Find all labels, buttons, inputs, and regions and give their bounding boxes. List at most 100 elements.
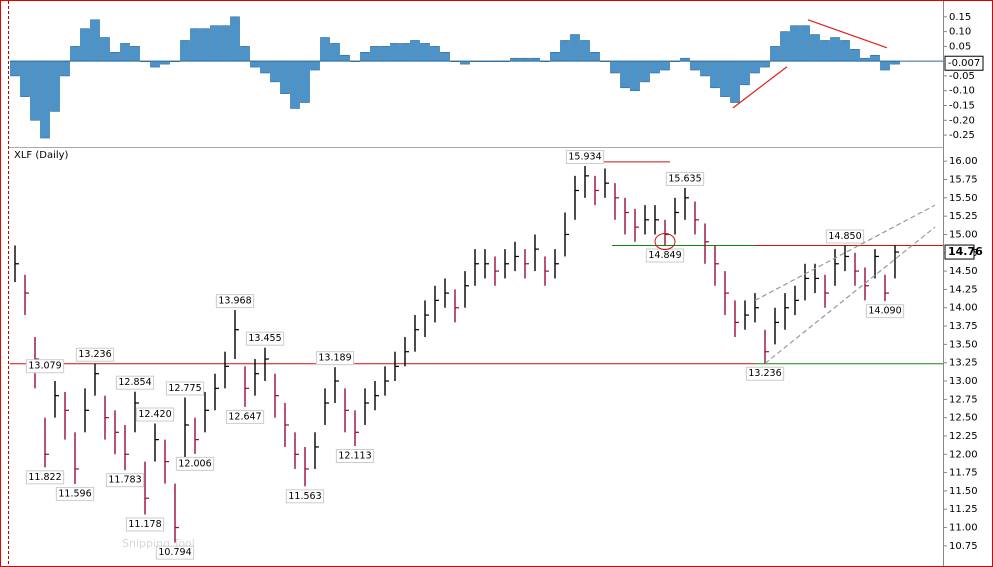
histogram-bar	[10, 60, 20, 77]
y-tick-label: 13.00	[949, 376, 978, 387]
histogram-bar	[560, 40, 570, 62]
price-annotation: 14.849	[648, 250, 681, 261]
trend-line	[754, 204, 936, 301]
y-tick-label: 16.00	[949, 156, 978, 167]
price-annotation: 12.647	[228, 411, 261, 422]
histogram-bar	[870, 54, 880, 62]
annotation-box	[25, 470, 65, 485]
histogram-bar	[690, 60, 700, 71]
annotation-box	[225, 409, 265, 424]
y-tick-label: 13.75	[949, 321, 978, 332]
y-tick-label: 12.00	[949, 449, 978, 460]
price-annotation: 12.420	[138, 409, 171, 420]
histogram-bar	[580, 40, 590, 62]
y-tick-label: 14.00	[949, 303, 978, 314]
histogram-bar	[380, 46, 390, 62]
histogram-bar	[640, 60, 650, 83]
histogram-bar	[100, 37, 110, 62]
annotation-box	[335, 449, 375, 464]
histogram-bar	[820, 40, 830, 62]
histogram-bar	[230, 16, 240, 62]
histogram-bar	[660, 60, 670, 71]
trend-line	[807, 19, 888, 49]
chart-title: XLF (Daily)	[14, 150, 69, 161]
annotation-box	[565, 150, 605, 165]
histogram-bar	[780, 31, 790, 62]
price-annotation: 11.822	[28, 472, 61, 483]
histogram-bar	[770, 46, 780, 62]
price-annotation: 14.090	[868, 306, 901, 317]
histogram-bar	[610, 60, 620, 74]
price-annotation: 12.113	[338, 451, 371, 462]
y-tick-label: 15.50	[949, 193, 978, 204]
y-tick-label: 10.75	[949, 541, 978, 552]
histogram-bar	[30, 60, 40, 121]
histogram-bar	[620, 60, 630, 89]
price-annotation: 11.178	[128, 519, 161, 530]
last-value-box	[944, 244, 975, 260]
histogram-bar	[340, 54, 350, 62]
price-annotation: 11.563	[288, 491, 321, 502]
annotation-box	[165, 381, 205, 396]
histogram-bar	[700, 60, 710, 77]
price-annotation: 10.794	[158, 547, 191, 558]
price-annotation: 11.783	[108, 475, 141, 486]
histogram-bar	[750, 60, 760, 74]
histogram-bar	[150, 60, 160, 68]
trend-line	[732, 66, 788, 109]
y-tick-label: 14.50	[949, 266, 978, 277]
annotation-box	[135, 407, 175, 422]
y-tick-label: 15.25	[949, 211, 978, 222]
price-annotation: 12.775	[168, 383, 201, 394]
histogram-bar	[570, 34, 580, 62]
histogram-bar	[20, 60, 30, 97]
annotation-box	[825, 229, 865, 244]
histogram-bar	[730, 60, 740, 103]
y-tick-label: -0.05	[949, 71, 975, 82]
y-tick-label: 0.15	[949, 12, 971, 23]
annotation-box	[245, 331, 285, 346]
histogram-bar	[120, 43, 130, 62]
histogram-bar	[650, 60, 660, 74]
histogram-bar	[200, 28, 210, 62]
price-annotation: 13.236	[78, 349, 111, 360]
annotation-box	[215, 294, 255, 309]
histogram-bar	[880, 60, 890, 71]
y-tick-label: 15.00	[949, 229, 978, 240]
histogram-bar	[70, 46, 80, 62]
histogram-bar	[60, 60, 70, 77]
y-tick-label: 11.50	[949, 486, 978, 497]
histogram-bar	[210, 25, 220, 62]
histogram-bar	[590, 51, 600, 62]
histogram-bar	[760, 60, 770, 68]
last-value-label: -0.007	[948, 58, 980, 69]
price-annotation: 13.236	[748, 368, 781, 379]
histogram-bar	[50, 60, 60, 112]
annotation-box	[175, 456, 215, 471]
price-annotation: 13.189	[318, 353, 351, 364]
annotation-box	[745, 366, 785, 381]
y-tick-label: 11.75	[949, 468, 978, 479]
histogram-bar	[720, 60, 730, 97]
y-tick-label: -0.20	[949, 115, 975, 126]
annotation-box	[105, 473, 145, 488]
annotation-box	[115, 375, 155, 390]
histogram-bar	[90, 19, 100, 62]
histogram-bar	[310, 60, 320, 71]
y-tick-label: 12.75	[949, 394, 978, 405]
y-tick-label: 11.25	[949, 504, 978, 515]
histogram-bar	[280, 60, 290, 94]
price-annotation: 12.006	[178, 458, 211, 469]
histogram-bar	[300, 60, 310, 103]
histogram-bar	[840, 40, 850, 62]
histogram-bar	[80, 28, 90, 62]
histogram-bar	[110, 51, 120, 62]
histogram-bar	[390, 43, 400, 62]
y-tick-label: 13.50	[949, 339, 978, 350]
annotation-box	[285, 489, 325, 504]
price-annotation: 12.854	[118, 377, 151, 388]
price-annotation: 13.455	[248, 333, 281, 344]
histogram-bar	[330, 43, 340, 62]
